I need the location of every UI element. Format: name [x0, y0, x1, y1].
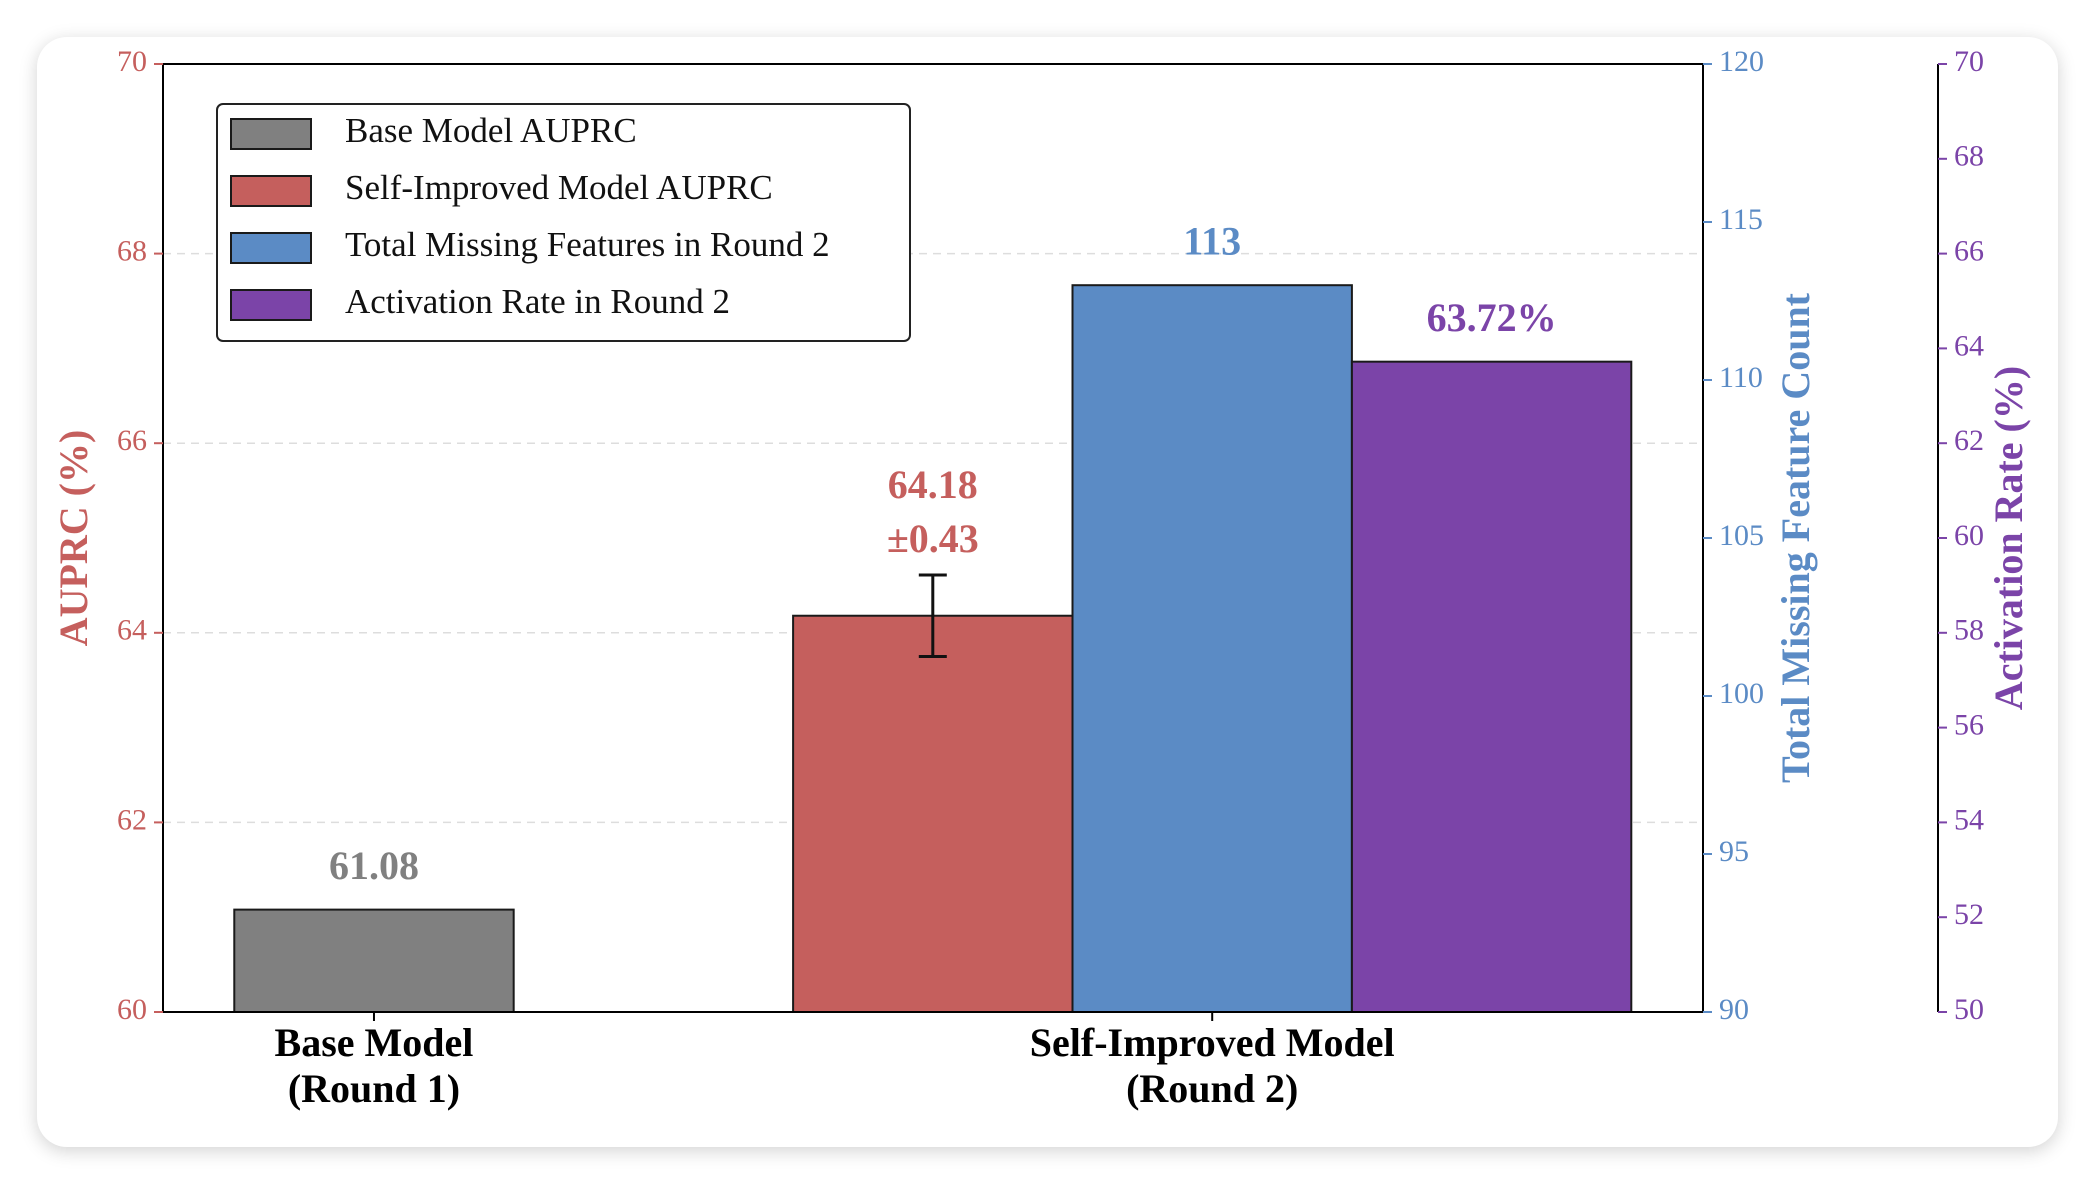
y-tick-label: 70 [117, 45, 147, 78]
bar [1071, 284, 1353, 1013]
y3-tick-label: 56 [1954, 708, 1984, 741]
legend-label: Total Missing Features in Round 2 [345, 225, 830, 264]
y2-tick-label: 115 [1719, 203, 1763, 236]
y3-tick-label: 64 [1954, 329, 1984, 362]
value-label: 63.72% [1427, 295, 1557, 340]
y-axis-label: AUPRC (%) [51, 430, 96, 647]
legend-swatch [230, 118, 312, 150]
legend-label: Self-Improved Model AUPRC [345, 168, 773, 207]
y3-tick-label: 62 [1954, 424, 1984, 457]
legend-box [216, 103, 911, 342]
y2-tick-label: 95 [1719, 835, 1749, 868]
bar [1350, 360, 1633, 1013]
legend-swatch [230, 175, 312, 207]
y2-tick-label: 90 [1719, 993, 1749, 1026]
error-label: ±0.43 [887, 516, 979, 561]
y3-tick-label: 50 [1954, 993, 1984, 1026]
legend-swatch [230, 289, 312, 321]
y3-axis-label: Activation Rate (%) [1986, 366, 2031, 710]
y-tick-label: 62 [117, 803, 147, 836]
x-tick-label: Self-Improved Model (Round 2) [1030, 1020, 1395, 1111]
x-tick-label: Base Model (Round 1) [275, 1020, 474, 1111]
y-tick-label: 68 [117, 234, 147, 267]
y-tick-label: 60 [117, 993, 147, 1026]
y2-axis-label: Total Missing Feature Count [1773, 292, 1818, 783]
bar [233, 908, 515, 1014]
y-tick-label: 66 [117, 424, 147, 457]
y2-tick-label: 120 [1719, 45, 1764, 78]
y3-tick-label: 58 [1954, 614, 1984, 647]
value-label: 113 [1183, 218, 1241, 263]
legend-label: Activation Rate in Round 2 [345, 282, 730, 321]
bar [792, 614, 1074, 1014]
y3-tick-label: 68 [1954, 140, 1984, 173]
legend-swatch [230, 232, 312, 264]
y2-tick-label: 105 [1719, 519, 1764, 552]
y3-tick-label: 60 [1954, 519, 1984, 552]
y-tick-label: 64 [117, 614, 147, 647]
value-label: 64.18 [888, 462, 978, 507]
y3-tick-label: 52 [1954, 898, 1984, 931]
y3-tick-label: 54 [1954, 803, 1984, 836]
y2-tick-label: 110 [1719, 361, 1763, 394]
y2-tick-label: 100 [1719, 677, 1764, 710]
legend-label: Base Model AUPRC [345, 111, 637, 150]
y3-tick-label: 70 [1954, 45, 1984, 78]
value-label: 61.08 [329, 843, 419, 888]
y3-tick-label: 66 [1954, 234, 1984, 267]
